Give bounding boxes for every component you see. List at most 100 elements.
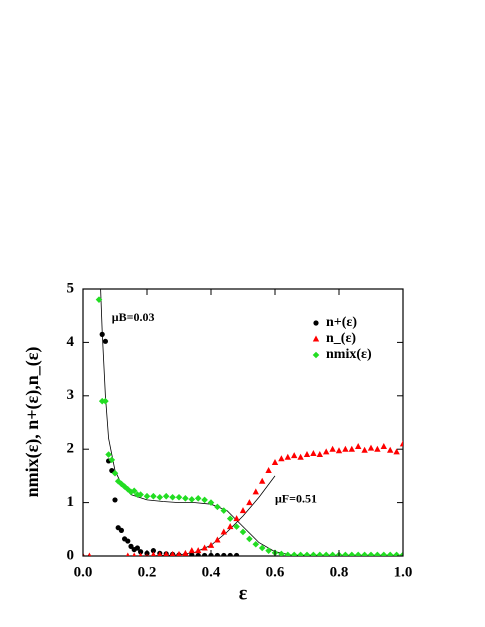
- data-point: [105, 451, 112, 458]
- data-point: [202, 552, 208, 556]
- data-point: [112, 497, 118, 503]
- data-point: [348, 445, 355, 452]
- data-point: [367, 444, 375, 451]
- data-point: [118, 527, 124, 533]
- legend-marker: [312, 351, 320, 359]
- data-point: [259, 477, 266, 484]
- data-point: [194, 495, 202, 502]
- data-point: [182, 495, 189, 502]
- fit-line: [100, 289, 403, 556]
- data-point: [138, 552, 143, 556]
- data-point: [220, 507, 228, 514]
- data-point: [169, 493, 176, 501]
- data-point: [111, 469, 119, 477]
- data-point: [297, 453, 304, 460]
- data-point: [226, 515, 234, 522]
- data-point: [195, 547, 202, 554]
- data-point: [102, 397, 109, 405]
- data-point: [182, 549, 189, 556]
- data-point: [214, 503, 221, 511]
- data-point: [284, 551, 292, 556]
- data-point: [130, 487, 138, 495]
- data-point: [374, 551, 381, 556]
- data-point: [354, 551, 362, 556]
- data-point: [156, 493, 164, 501]
- data-point: [393, 551, 400, 556]
- plot-frame: [82, 288, 404, 557]
- data-point: [220, 528, 227, 535]
- data-point: [361, 446, 368, 453]
- data-point: [137, 491, 144, 498]
- data-point: [176, 550, 182, 556]
- data-point: [284, 453, 291, 460]
- data-point: [233, 515, 240, 522]
- data-point: [188, 547, 195, 554]
- data-point: [214, 552, 220, 556]
- data-point: [399, 551, 403, 556]
- data-point: [162, 492, 170, 500]
- data-point: [125, 552, 130, 556]
- data-point: [169, 550, 176, 556]
- data-point: [221, 552, 227, 556]
- data-point: [207, 541, 215, 548]
- data-point: [201, 496, 208, 504]
- legend-label: n_(ε): [326, 331, 356, 346]
- data-point: [252, 540, 260, 548]
- fit-line: [146, 475, 276, 556]
- data-point: [189, 552, 195, 556]
- annotation: μB=0.03: [112, 310, 155, 324]
- data-point: [310, 449, 317, 456]
- data-point: [227, 523, 234, 530]
- data-point: [188, 496, 196, 503]
- data-point: [95, 296, 103, 303]
- legend-marker: [312, 335, 320, 342]
- data-point: [132, 552, 137, 556]
- data-point: [138, 549, 144, 555]
- data-point: [348, 551, 356, 556]
- data-point: [99, 331, 105, 337]
- data-point: [342, 445, 349, 452]
- data-point: [157, 551, 163, 556]
- legend-label: n+(ε): [326, 315, 357, 330]
- data-point: [290, 551, 298, 556]
- annotation: μF=0.51: [275, 492, 317, 506]
- data-point: [271, 459, 279, 466]
- data-point: [252, 488, 259, 495]
- data-point: [234, 552, 240, 556]
- data-point: [393, 448, 400, 455]
- y-axis-label: nmix(ε), n+(ε),n_(ε): [22, 347, 43, 498]
- data-point: [297, 551, 304, 556]
- data-point: [114, 477, 122, 485]
- x-tick-label: 0.6: [266, 564, 285, 580]
- x-axis-label: ε: [239, 583, 248, 605]
- data-point: [278, 455, 285, 462]
- data-point: [163, 550, 169, 556]
- data-point: [387, 446, 394, 453]
- data-point: [239, 507, 247, 514]
- plot-area: [83, 289, 403, 556]
- data-point: [150, 551, 156, 556]
- x-tick-label: 0.8: [330, 564, 349, 580]
- x-tick-label: 0.0: [74, 564, 93, 580]
- data-point: [335, 447, 343, 454]
- y-tick-label: 2: [67, 441, 75, 457]
- data-point: [342, 551, 349, 556]
- data-point: [239, 528, 247, 536]
- data-point: [258, 544, 266, 552]
- data-point: [127, 488, 135, 496]
- data-point: [291, 452, 298, 459]
- x-tick-label: 1.0: [394, 564, 413, 580]
- x-tick-label: 0.4: [202, 564, 221, 580]
- data-point: [355, 443, 362, 450]
- data-point: [367, 551, 375, 556]
- data-point: [316, 451, 323, 458]
- data-point: [329, 551, 336, 556]
- data-point: [150, 548, 156, 554]
- data-point: [265, 547, 272, 554]
- data-point: [246, 535, 253, 543]
- y-tick-label: 1: [67, 494, 75, 510]
- y-tick-label: 5: [67, 280, 75, 296]
- y-tick-label: 4: [67, 334, 75, 350]
- data-point: [303, 551, 311, 556]
